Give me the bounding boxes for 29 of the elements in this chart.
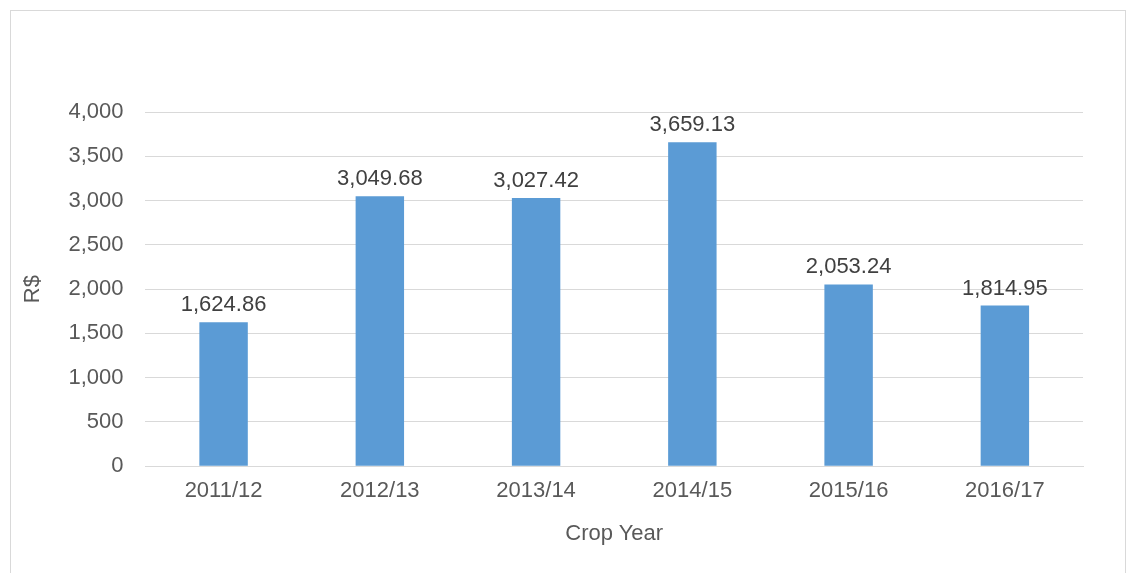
bar — [199, 322, 248, 466]
y-tick-label: 0 — [111, 452, 124, 478]
bar — [668, 142, 717, 466]
y-tick-label: 500 — [86, 407, 124, 433]
x-tick-label: 2014/15 — [652, 477, 733, 503]
data-label: 3,027.42 — [493, 167, 579, 193]
x-tick-label: 2016/17 — [965, 477, 1045, 503]
data-label: 2,053.24 — [805, 253, 892, 279]
y-axis-title: R$ — [19, 275, 45, 304]
y-tick-label: 2,000 — [68, 275, 124, 301]
y-tick-label: 1,000 — [68, 363, 124, 389]
x-tick-label: 2011/12 — [184, 477, 263, 503]
x-tick-label: 2013/14 — [496, 477, 576, 503]
bar — [355, 196, 405, 466]
y-tick-label: 1,500 — [68, 319, 124, 345]
x-tick-label: 2012/13 — [340, 477, 420, 503]
data-label: 1,814.95 — [962, 274, 1048, 300]
y-tick-label: 4,000 — [68, 98, 124, 124]
data-label: 3,049.68 — [337, 165, 423, 191]
y-tick-label: 3,500 — [68, 142, 124, 168]
x-axis-title: Crop Year — [565, 519, 664, 545]
y-tick-label: 3,000 — [68, 186, 124, 212]
x-tick-label: 2015/16 — [808, 477, 889, 503]
y-tick-label: 2,500 — [68, 230, 124, 256]
data-label: 1,624.86 — [180, 291, 267, 317]
data-label: 3,659.13 — [649, 111, 736, 137]
bar — [980, 305, 1030, 466]
bar — [824, 284, 873, 466]
bar — [511, 198, 561, 466]
